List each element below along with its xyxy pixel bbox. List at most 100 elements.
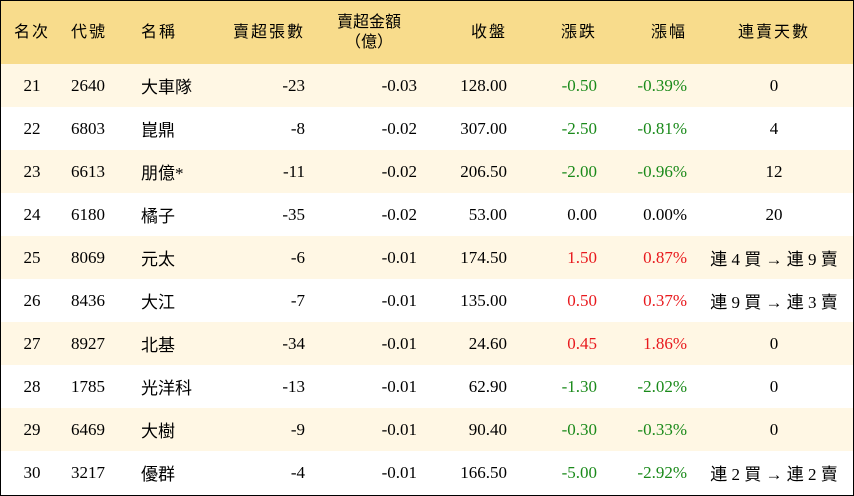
cell-net-sell-lots: -6 <box>290 247 305 267</box>
header-net-sell-amount-line1: 賣超金額 <box>336 13 401 31</box>
cell-rank: 30 <box>23 462 41 482</box>
cell-close: 90.40 <box>468 419 507 439</box>
cell-net-sell-amount: -0.01 <box>381 462 417 482</box>
cell-code[interactable]: 8069 <box>71 247 105 267</box>
cell-change: 0.00 <box>567 204 597 224</box>
cell-rank: 23 <box>23 161 41 181</box>
cell-pct: -2.02% <box>637 376 687 396</box>
cell-net-sell-amount: -0.01 <box>381 290 417 310</box>
cell-name[interactable]: 朋億* <box>141 164 184 183</box>
cell-pct: 0.37% <box>643 290 687 310</box>
cell-sell-streak: 0 <box>769 75 779 95</box>
cell-change: -0.30 <box>561 419 597 439</box>
cell-code[interactable]: 2640 <box>71 75 105 95</box>
table-row[interactable]: 29 6469 大樹 -9 -0.01 90.40 -0.30 -0.33% 0 <box>1 408 853 451</box>
cell-net-sell-lots: -8 <box>290 118 305 138</box>
cell-code[interactable]: 8927 <box>71 333 105 353</box>
cell-rank: 28 <box>23 376 41 396</box>
table-row[interactable]: 25 8069 元太 -6 -0.01 174.50 1.50 0.87% 連 … <box>1 236 853 279</box>
cell-code[interactable]: 3217 <box>71 462 105 482</box>
cell-pct: -0.33% <box>637 419 687 439</box>
header-net-sell-amount[interactable]: 賣超金額 （億） <box>313 1 425 64</box>
cell-net-sell-lots: -9 <box>290 419 305 439</box>
cell-name[interactable]: 元太 <box>141 250 175 269</box>
cell-pct: 0.00% <box>643 204 687 224</box>
cell-net-sell-amount: -0.02 <box>381 161 417 181</box>
cell-code[interactable]: 6613 <box>71 161 105 181</box>
header-name[interactable]: 名稱 <box>141 23 178 41</box>
cell-net-sell-amount: -0.01 <box>381 376 417 396</box>
cell-close: 135.00 <box>460 290 507 310</box>
cell-sell-streak: 0 <box>769 333 779 353</box>
cell-change: -0.50 <box>561 75 597 95</box>
table-row[interactable]: 30 3217 優群 -4 -0.01 166.50 -5.00 -2.92% … <box>1 451 853 494</box>
cell-rank: 25 <box>23 247 41 267</box>
cell-name[interactable]: 崑鼎 <box>141 121 175 140</box>
header-sell-streak[interactable]: 連賣天數 <box>737 23 810 41</box>
cell-net-sell-amount: -0.01 <box>381 333 417 353</box>
table-row[interactable]: 21 2640 大車隊 -23 -0.03 128.00 -0.50 -0.39… <box>1 64 853 107</box>
cell-code[interactable]: 1785 <box>71 376 105 396</box>
cell-name[interactable]: 光洋科 <box>141 379 192 398</box>
table-row[interactable]: 23 6613 朋億* -11 -0.02 206.50 -2.00 -0.96… <box>1 150 853 193</box>
cell-sell-streak: 12 <box>765 161 783 181</box>
cell-rank: 26 <box>23 290 41 310</box>
cell-net-sell-lots: -35 <box>282 204 305 224</box>
cell-code[interactable]: 6469 <box>71 419 105 439</box>
cell-net-sell-lots: -13 <box>282 376 305 396</box>
header-code[interactable]: 代號 <box>71 23 108 41</box>
cell-pct: -2.92% <box>637 462 687 482</box>
table-row[interactable]: 22 6803 崑鼎 -8 -0.02 307.00 -2.50 -0.81% … <box>1 107 853 150</box>
cell-net-sell-amount: -0.02 <box>381 118 417 138</box>
cell-net-sell-lots: -23 <box>282 75 305 95</box>
cell-change: -5.00 <box>561 462 597 482</box>
cell-name[interactable]: 大車隊 <box>141 78 192 97</box>
cell-rank: 22 <box>23 118 41 138</box>
cell-sell-streak: 4 <box>769 118 779 138</box>
cell-sell-streak: 0 <box>769 376 779 396</box>
cell-name[interactable]: 北基 <box>141 336 175 355</box>
cell-net-sell-amount: -0.01 <box>381 247 417 267</box>
cell-rank: 24 <box>23 204 41 224</box>
cell-net-sell-amount: -0.02 <box>381 204 417 224</box>
cell-pct: 0.87% <box>643 247 687 267</box>
cell-code[interactable]: 6803 <box>71 118 105 138</box>
cell-net-sell-lots: -7 <box>290 290 305 310</box>
cell-rank: 21 <box>23 75 41 95</box>
cell-net-sell-lots: -34 <box>282 333 305 353</box>
header-rank[interactable]: 名次 <box>13 23 50 41</box>
cell-change: -2.00 <box>561 161 597 181</box>
cell-change: 1.50 <box>567 247 597 267</box>
cell-sell-streak: 20 <box>765 204 783 224</box>
cell-name[interactable]: 大樹 <box>141 422 175 441</box>
header-close[interactable]: 收盤 <box>470 23 507 41</box>
cell-net-sell-amount: -0.01 <box>381 419 417 439</box>
header-change[interactable]: 漲跌 <box>560 23 597 41</box>
cell-net-sell-lots: -11 <box>282 161 305 181</box>
cell-rank: 27 <box>23 333 41 353</box>
cell-close: 24.60 <box>468 333 507 353</box>
cell-sell-streak: 0 <box>769 419 779 439</box>
table-row[interactable]: 24 6180 橘子 -35 -0.02 53.00 0.00 0.00% 20 <box>1 193 853 236</box>
cell-name[interactable]: 優群 <box>141 465 175 484</box>
cell-rank: 29 <box>23 419 41 439</box>
cell-code[interactable]: 8436 <box>71 290 105 310</box>
table-row[interactable]: 28 1785 光洋科 -13 -0.01 62.90 -1.30 -2.02%… <box>1 365 853 408</box>
cell-change: -1.30 <box>561 376 597 396</box>
cell-code[interactable]: 6180 <box>71 204 105 224</box>
cell-change: 0.45 <box>567 333 597 353</box>
cell-close: 166.50 <box>460 462 507 482</box>
table-row[interactable]: 26 8436 大江 -7 -0.01 135.00 0.50 0.37% 連 … <box>1 279 853 322</box>
cell-net-sell-amount: -0.03 <box>381 75 417 95</box>
cell-pct: -0.39% <box>637 75 687 95</box>
cell-close: 307.00 <box>460 118 507 138</box>
header-net-sell-lots[interactable]: 賣超張數 <box>232 23 305 41</box>
header-pct[interactable]: 漲幅 <box>650 23 687 41</box>
cell-pct: 1.86% <box>643 333 687 353</box>
cell-close: 174.50 <box>460 247 507 267</box>
cell-name[interactable]: 橘子 <box>141 207 175 226</box>
cell-name[interactable]: 大江 <box>141 293 175 312</box>
table-row[interactable]: 27 8927 北基 -34 -0.01 24.60 0.45 1.86% 0 <box>1 322 853 365</box>
